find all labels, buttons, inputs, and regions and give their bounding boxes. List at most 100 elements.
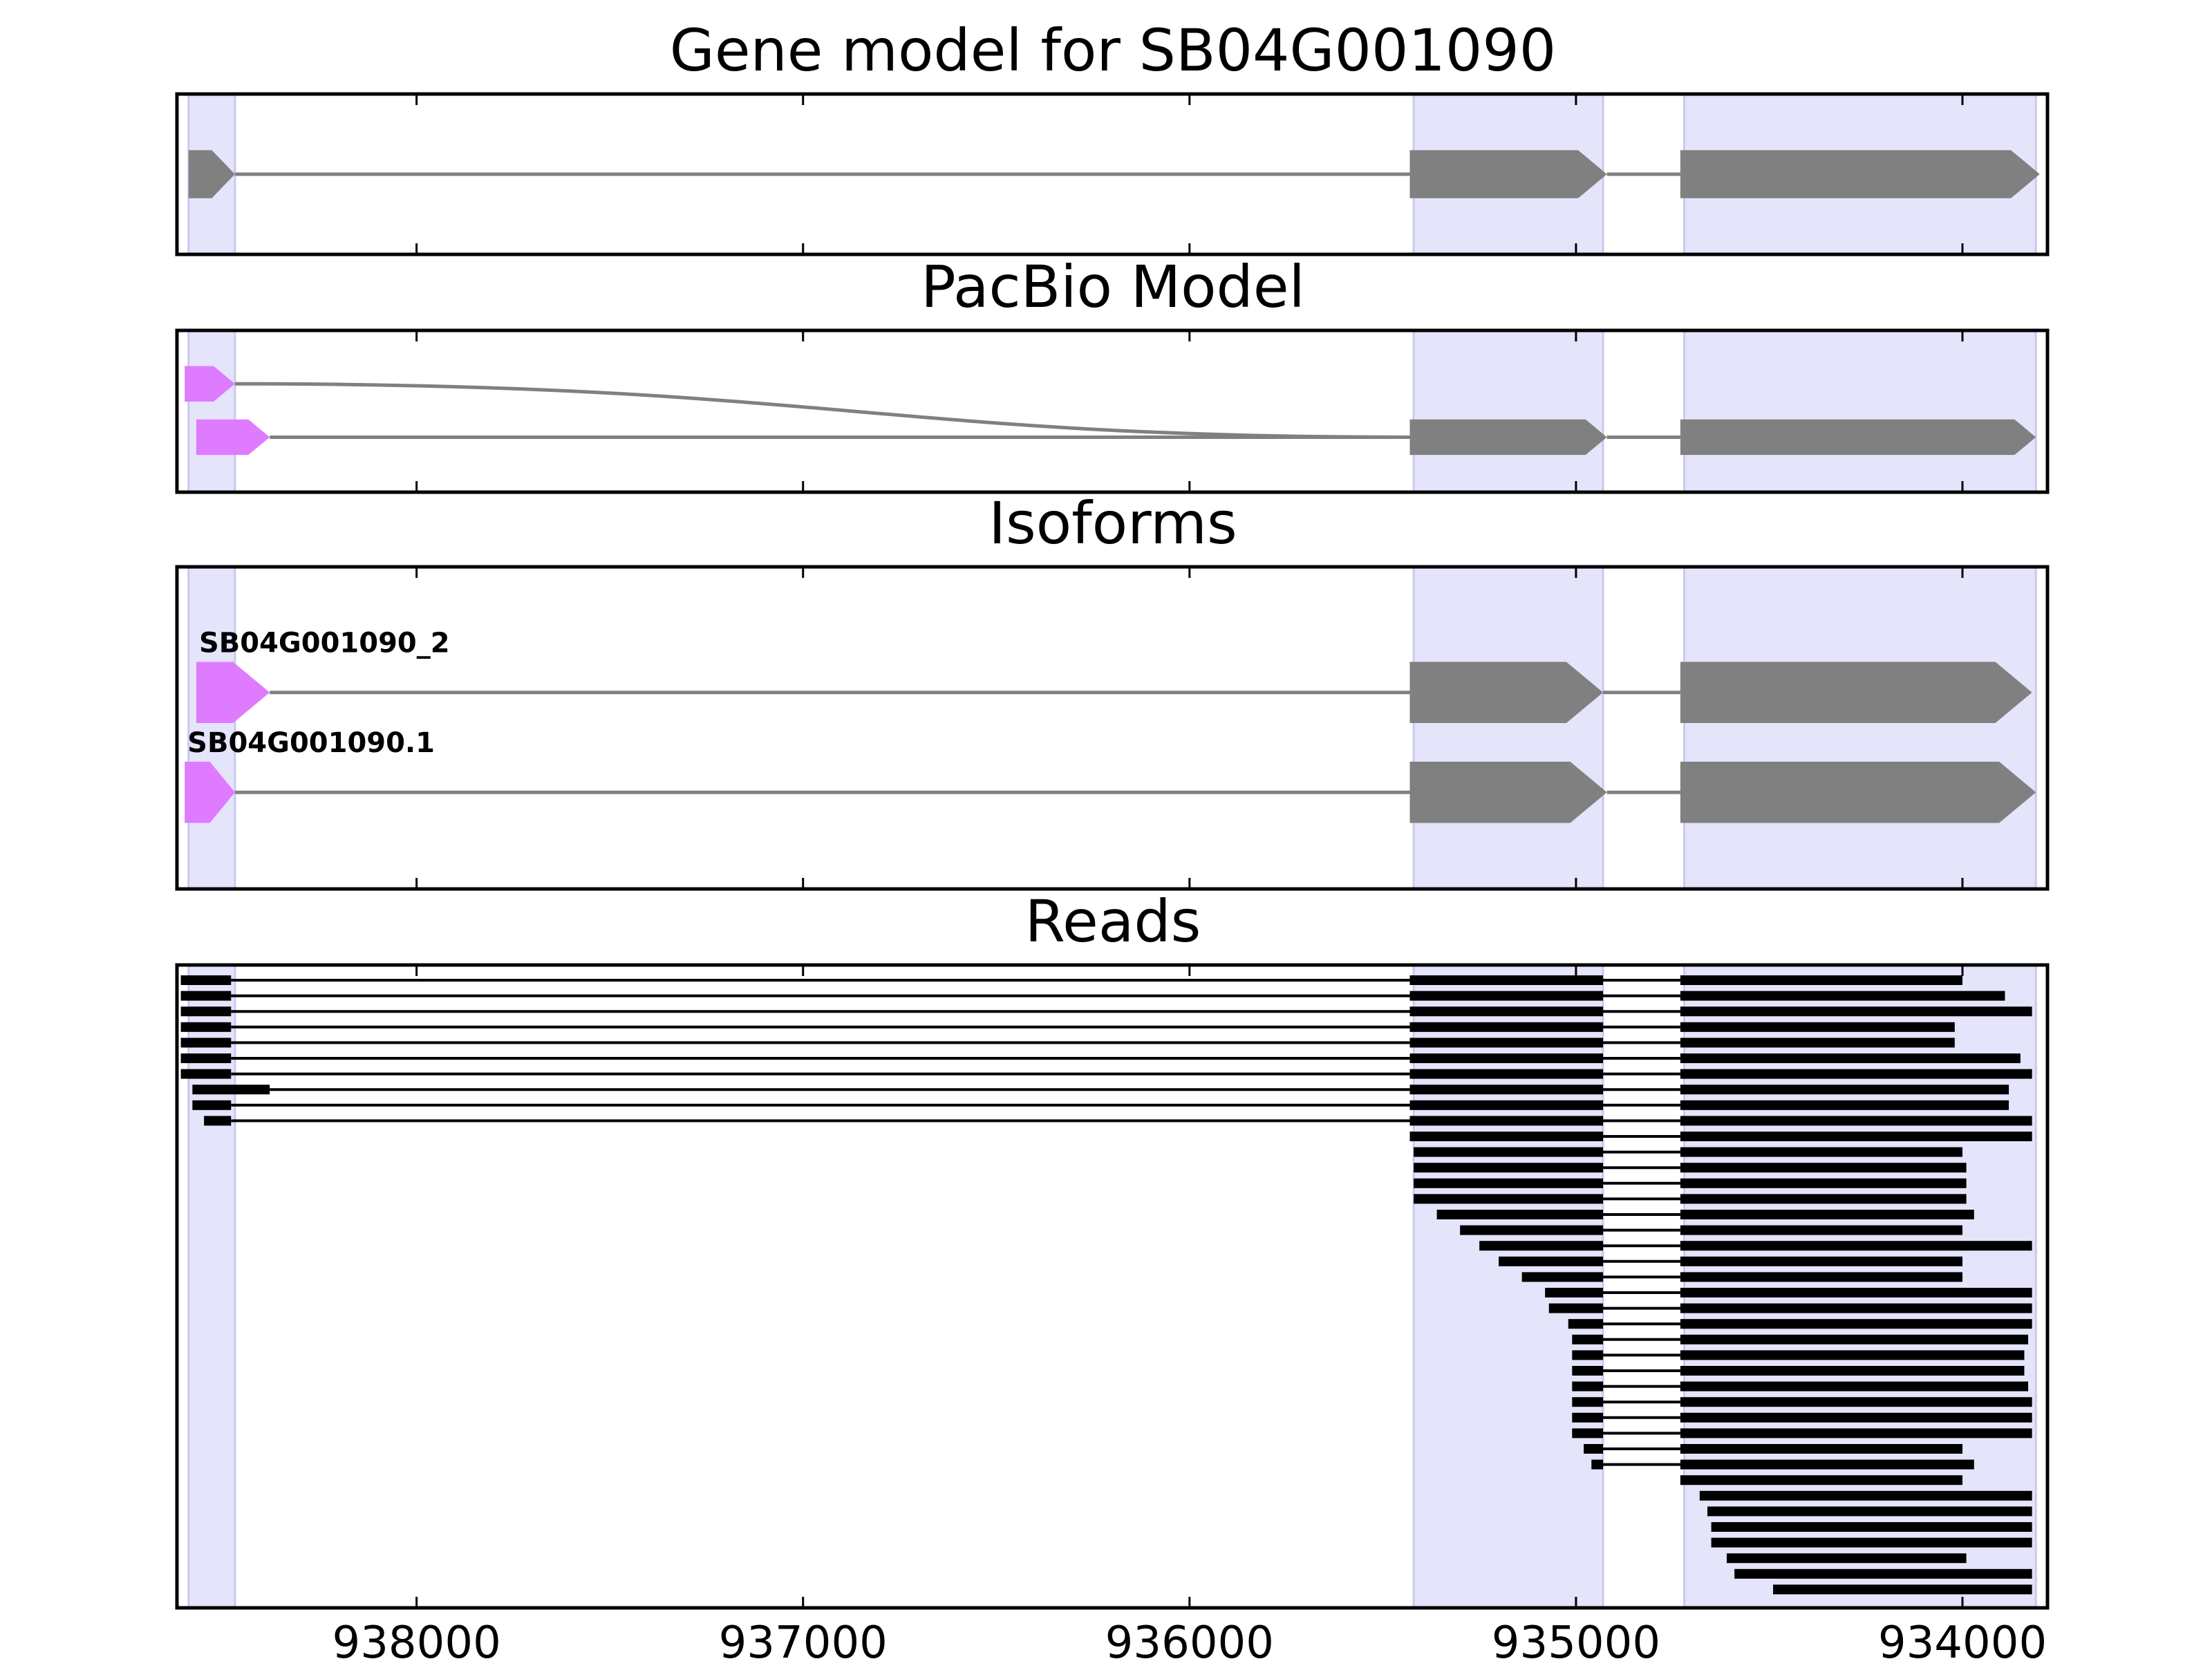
read-block — [1545, 1288, 1604, 1297]
read-block — [1680, 1006, 2032, 1017]
gene-model-panel — [175, 92, 2050, 256]
variant-exon — [196, 419, 270, 456]
panel-title-reads: Reads — [1025, 888, 1201, 955]
read-block — [1409, 1116, 1604, 1126]
read-block — [180, 975, 232, 985]
exon — [1409, 150, 1607, 198]
read-block — [1680, 1288, 2032, 1297]
read-block — [1680, 1350, 2025, 1360]
read-block — [1499, 1256, 1604, 1266]
read-block — [1409, 1022, 1604, 1032]
axes-frame — [175, 92, 2050, 256]
read-block — [1409, 1038, 1604, 1048]
read-block — [1680, 1116, 2032, 1126]
x-tick-label: 934000 — [1878, 1618, 2047, 1659]
read-block — [1680, 1303, 2032, 1313]
read-block — [1680, 1210, 1974, 1219]
highlight-region-1 — [1412, 329, 1604, 494]
read-block — [1409, 1085, 1604, 1095]
read-block — [1548, 1303, 1604, 1313]
exon — [1409, 761, 1607, 823]
read-block — [1409, 991, 1604, 1001]
read-block — [1680, 1053, 2021, 1063]
read-block — [1680, 1178, 1967, 1188]
x-tick-label: 937000 — [719, 1618, 888, 1659]
read-block — [1584, 1444, 1604, 1454]
read-block — [180, 991, 232, 1001]
reads-panel — [175, 963, 2050, 1610]
read-block — [1409, 975, 1604, 985]
read-block — [1572, 1334, 1604, 1344]
read-block — [1521, 1272, 1604, 1282]
read-block — [180, 1022, 232, 1032]
read-block — [1680, 1069, 2032, 1079]
read-block — [1680, 1241, 2032, 1251]
read-block — [1568, 1319, 1604, 1329]
read-block — [1409, 1006, 1604, 1017]
exon — [1409, 662, 1604, 724]
panel-title-gene-model: Gene model for SB04G001090 — [670, 17, 1556, 84]
intron-curve — [234, 382, 1410, 439]
highlight-region-1 — [1412, 565, 1604, 890]
read-block — [1414, 1163, 1604, 1173]
read-block — [1409, 1053, 1604, 1063]
read-block — [192, 1100, 232, 1110]
read-block — [1680, 1147, 1962, 1157]
read-block — [1414, 1147, 1604, 1157]
read-block — [180, 1069, 232, 1079]
read-block — [1572, 1350, 1604, 1360]
read-block — [1680, 1319, 2032, 1329]
isoform-label: SB04G001090_2 — [199, 627, 450, 659]
variant-exon — [196, 662, 270, 724]
read-block — [1680, 1366, 2025, 1376]
read-block — [1680, 1459, 1974, 1470]
read-block — [1711, 1522, 2032, 1532]
read-block — [1680, 1225, 1962, 1235]
read-block — [1680, 1022, 1955, 1032]
read-block — [1711, 1537, 2032, 1548]
read-block — [1680, 1038, 1955, 1048]
read-block — [1680, 1381, 2029, 1391]
read-block — [1414, 1178, 1604, 1188]
read-block — [1409, 1132, 1604, 1141]
axes-frame — [175, 328, 2050, 494]
read-block — [1414, 1194, 1604, 1204]
read-block — [1572, 1397, 1604, 1407]
read-block — [1572, 1412, 1604, 1423]
pacbio-model-panel — [175, 328, 2050, 494]
read-block — [1680, 1100, 2009, 1110]
panel-title-isoforms: Isoforms — [988, 489, 1237, 557]
exon — [1680, 419, 2036, 456]
highlight-region-0 — [187, 329, 236, 494]
read-block — [1680, 1397, 2032, 1407]
panel-title-pacbio-model: PacBio Model — [921, 253, 1305, 321]
read-block — [1572, 1428, 1604, 1438]
x-tick-label: 936000 — [1105, 1618, 1274, 1659]
highlight-region-2 — [1683, 329, 2037, 494]
read-block — [1680, 1412, 2032, 1423]
read-block — [1680, 1475, 1962, 1485]
x-tick-label: 938000 — [332, 1618, 500, 1659]
read-block — [1707, 1506, 2032, 1517]
read-block — [1409, 1100, 1604, 1110]
x-tick-label: 935000 — [1492, 1618, 1660, 1659]
read-block — [1680, 991, 2005, 1001]
variant-exon — [185, 366, 235, 402]
exon — [1680, 150, 2040, 198]
exon — [1409, 419, 1607, 456]
read-block — [1436, 1210, 1604, 1219]
exon — [1680, 662, 2032, 724]
exon — [188, 150, 235, 198]
read-block — [1699, 1490, 2032, 1501]
read-block — [1572, 1366, 1604, 1376]
read-block — [192, 1085, 270, 1095]
read-block — [1680, 1163, 1967, 1173]
read-block — [1680, 1194, 1967, 1204]
read-block — [180, 1006, 232, 1017]
variant-exon — [185, 761, 235, 823]
axes-frame — [175, 963, 2050, 1610]
read-block — [1773, 1584, 2032, 1595]
read-block — [1409, 1069, 1604, 1079]
read-block — [1726, 1553, 1967, 1564]
read-block — [180, 1053, 232, 1063]
